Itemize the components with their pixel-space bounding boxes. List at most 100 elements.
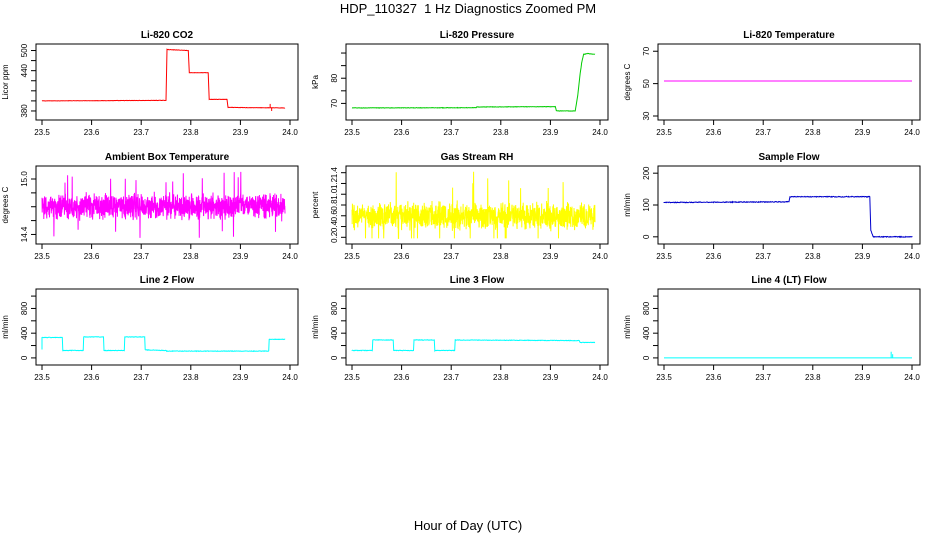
panel-title: Gas Stream RH [441,152,514,163]
series-line [351,338,596,353]
y-tick-label: 0.8 [330,199,339,211]
x-tick-label: 23.7 [443,128,459,137]
y-axis-label: ml/min [623,193,632,217]
y-axis-label: kPa [311,75,320,89]
x-tick-label: 23.9 [855,128,871,137]
series-line [41,336,286,353]
plot-frame [35,288,299,366]
x-tick-label: 23.9 [233,252,249,261]
figure-title: HDP_110327 1 Hz Diagnostics Zoomed PM [339,1,597,16]
x-tick-label: 23.7 [133,252,149,261]
series-line [663,195,913,239]
y-tick-label: 1.0 [330,188,339,200]
x-tick-label: 23.6 [394,252,410,261]
x-tick-label: 23.9 [855,252,871,261]
x-tick-label: 23.7 [755,373,771,382]
x-tick-label: 23.5 [34,252,50,261]
y-tick-label: 70 [330,98,339,107]
x-tick-label: 23.8 [493,373,509,382]
x-tick-label: 23.9 [233,128,249,137]
x-tick-label: 23.5 [656,128,672,137]
panel-title: Li-820 Pressure [440,30,515,41]
plot-frame [657,165,921,245]
y-axis-label: Licor ppm [1,64,10,99]
x-tick-label: 23.9 [543,252,559,261]
y-axis-label: degrees C [623,63,632,100]
y-tick-label: 0.2 [330,231,339,243]
x-tick-label: 23.6 [394,128,410,137]
plot-frame [657,288,921,366]
panel-6: Line 2 Flow ml/min 23.5 23.6 23.7 23.8 23.9 24.… [1,275,299,382]
y-tick-label: 0.6 [330,210,339,222]
x-tick-label: 23.7 [755,252,771,261]
x-tick-label: 24.0 [904,373,920,382]
x-tick-label: 23.6 [84,373,100,382]
y-tick-label: 0 [20,355,29,360]
y-tick-label: 30 [642,111,651,120]
series-line [41,171,286,238]
series-line [351,52,596,112]
x-tick-label: 23.8 [493,252,509,261]
plot-frame [35,43,299,121]
x-tick-label: 23.6 [706,373,722,382]
y-axis-label: degrees C [1,186,10,223]
x-tick-label: 23.8 [183,128,199,137]
panel-0: Li-820 CO2 Licor ppm 23.5 23.6 23.7 23.8 23.9 2… [1,30,299,137]
y-axis-label: ml/min [1,315,10,339]
x-tick-label: 23.5 [344,252,360,261]
x-tick-label: 24.0 [904,128,920,137]
y-axis-label: ml/min [623,315,632,339]
y-tick-label: 70 [642,46,651,55]
x-tick-label: 23.7 [133,128,149,137]
plot-frame [657,43,921,121]
x-tick-label: 23.7 [443,373,459,382]
x-tick-label: 23.5 [656,252,672,261]
x-tick-label: 24.0 [282,128,298,137]
y-tick-label: 1.4 [330,167,339,179]
y-tick-label: 0.4 [330,220,339,232]
x-tick-label: 24.0 [282,373,298,382]
x-tick-label: 23.7 [755,128,771,137]
y-tick-label: 100 [642,198,651,212]
panel-title: Line 4 (LT) Flow [751,275,827,286]
y-tick-label: 400 [642,326,651,340]
x-tick-label: 23.9 [543,373,559,382]
series-line [41,48,286,109]
panel-title: Sample Flow [758,152,819,163]
y-tick-label: 14.4 [20,226,29,242]
x-tick-label: 23.8 [183,252,199,261]
x-tick-label: 23.6 [84,252,100,261]
y-axis-label: percent [311,191,320,218]
x-tick-label: 24.0 [904,252,920,261]
x-tick-label: 23.9 [855,373,871,382]
panel-title: Line 2 Flow [140,275,195,286]
y-tick-label: 15.0 [20,171,29,187]
panel-title: Ambient Box Temperature [105,152,230,163]
y-tick-label: 80 [330,73,339,82]
x-tick-label: 23.5 [344,373,360,382]
panel-5: Sample Flow ml/min 23.5 23.6 23.7 23.8 23.9 24.… [623,152,921,261]
x-tick-label: 24.0 [592,128,608,137]
x-tick-label: 23.8 [805,373,821,382]
y-tick-label: 440 [20,63,29,77]
x-tick-label: 23.5 [656,373,672,382]
x-tick-label: 23.8 [183,373,199,382]
panel-4: Gas Stream RH percent 23.5 23.6 23.7 23.8 23.9… [311,152,609,261]
y-tick-label: 0 [642,234,651,239]
y-tick-label: 0 [330,355,339,360]
y-tick-label: 800 [330,301,339,315]
panel-2: Li-820 Temperature degrees C 23.5 23.6 23.7 2… [623,30,921,137]
x-tick-label: 23.6 [706,128,722,137]
x-tick-label: 23.9 [233,373,249,382]
x-tick-label: 23.9 [543,128,559,137]
y-tick-label: 400 [330,326,339,340]
x-tick-label: 23.8 [805,128,821,137]
plot-frame [35,165,299,245]
y-tick-label: 400 [20,326,29,340]
y-tick-label: 50 [642,79,651,88]
panel-title: Li-820 CO2 [141,30,194,41]
plot-frame [345,43,609,121]
panel-title: Li-820 Temperature [743,30,835,41]
x-tick-label: 24.0 [282,252,298,261]
